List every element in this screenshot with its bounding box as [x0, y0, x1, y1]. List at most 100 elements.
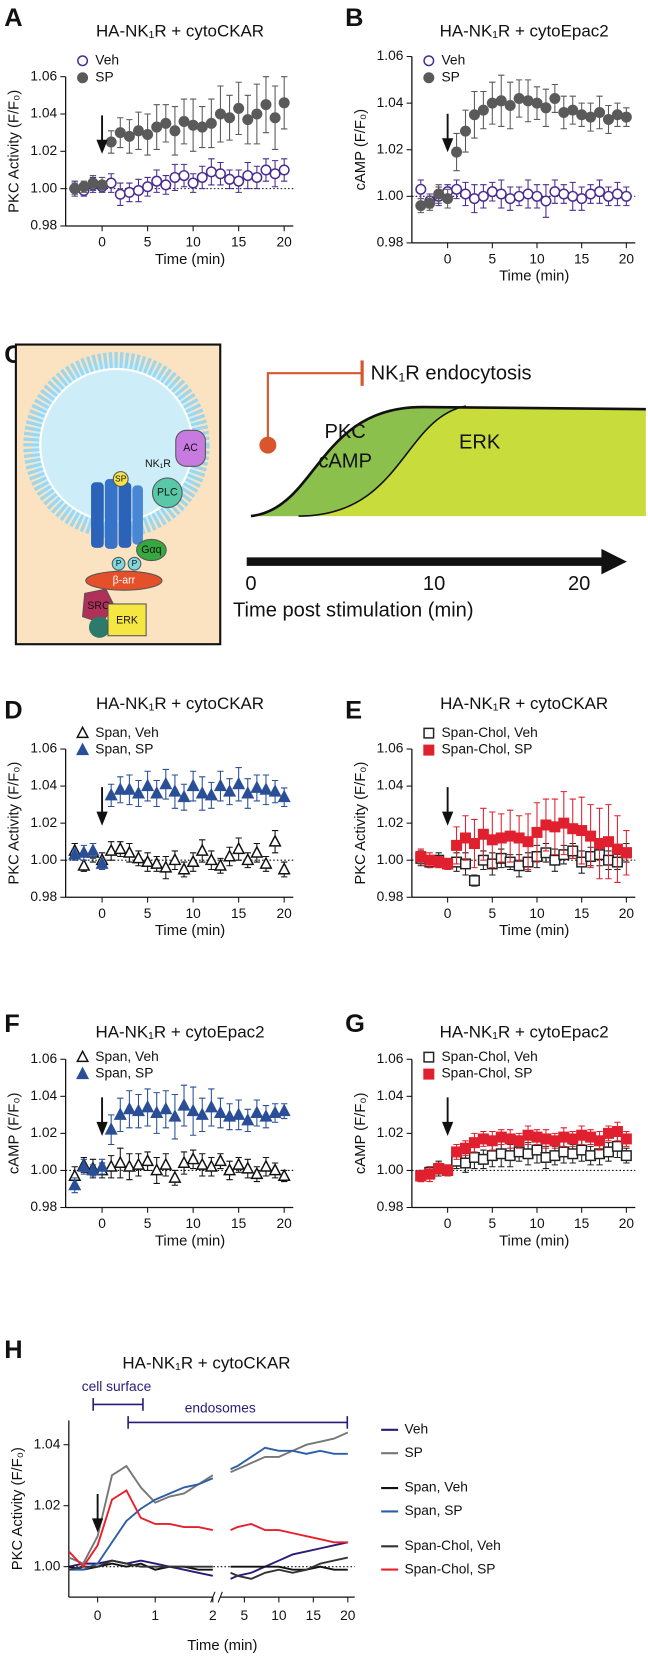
marker [259, 782, 273, 795]
y-axis-label: cAMP (F/F₀) [353, 109, 369, 191]
panel-label: A [4, 4, 22, 32]
marker [433, 856, 445, 868]
marker [611, 1140, 623, 1152]
marker [620, 1133, 632, 1145]
cell-label: P [116, 558, 122, 568]
time-tick: 0 [245, 573, 256, 595]
marker [451, 146, 463, 158]
marker [620, 1150, 632, 1162]
ac [175, 429, 206, 467]
y-axis-label: PKC Activity (F/F₀) [7, 90, 23, 213]
y-axis-label: PKC Activity (F/F₀) [10, 1447, 26, 1570]
marker [549, 854, 561, 866]
stimulus-arrow [441, 787, 454, 826]
legend-label: Span, SP [404, 1503, 462, 1518]
marker [522, 188, 534, 200]
erk [107, 603, 147, 637]
marker [567, 190, 579, 202]
marker [513, 190, 525, 202]
time-label: Time post stimulation (min) [233, 600, 474, 622]
marker [540, 1133, 552, 1145]
marker [522, 1129, 534, 1141]
marker [178, 170, 190, 182]
marker [168, 852, 182, 866]
marker [96, 179, 108, 191]
marker [567, 1148, 579, 1160]
marker [213, 858, 227, 871]
y-tick-label: 1.00 [30, 1162, 57, 1177]
x-axis-label: Time (min) [499, 923, 569, 939]
marker [477, 190, 489, 202]
marker [132, 185, 145, 197]
cell-label: SRC [87, 600, 110, 612]
marker [576, 1144, 588, 1156]
marker [486, 186, 498, 198]
marker [131, 786, 146, 799]
x-tick-label: 2 [209, 1608, 217, 1623]
cell-label: PLC [157, 487, 178, 499]
y-tick-label: 1.04 [30, 106, 57, 121]
marker [504, 1133, 516, 1145]
marker [268, 834, 282, 847]
x-tick-label: 15 [231, 235, 247, 250]
marker [141, 854, 155, 868]
marker [611, 1126, 623, 1138]
legend-label: Span, SP [95, 1066, 153, 1081]
marker [196, 121, 208, 133]
y-tick-label: 0.98 [377, 235, 404, 250]
marker [223, 1109, 237, 1122]
phospho [111, 556, 126, 571]
cell-label: P [132, 558, 138, 568]
marker [459, 125, 472, 137]
x-tick-label: 20 [340, 1608, 356, 1623]
marker [241, 1161, 255, 1174]
marker [451, 183, 463, 195]
marker [214, 168, 226, 180]
marker [451, 1146, 463, 1158]
marker [141, 1153, 155, 1167]
series-line [230, 1541, 349, 1580]
stimulus-arrow [441, 1097, 454, 1136]
marker [160, 179, 172, 191]
marker [242, 114, 254, 126]
marker [242, 170, 254, 182]
marker [213, 1153, 227, 1167]
marker [504, 193, 516, 205]
marker [531, 1131, 543, 1143]
marker [620, 190, 632, 202]
marker [177, 1155, 191, 1169]
bracket [127, 1416, 349, 1429]
y-tick-label: 1.02 [30, 143, 57, 158]
y-axis-label: PKC Activity (F/F₀) [7, 762, 23, 885]
marker [186, 778, 200, 792]
x-tick-label: 5 [144, 906, 152, 921]
x-axis-label: Time (min) [499, 1233, 569, 1249]
marker [433, 188, 445, 200]
cell-label: AC [183, 442, 198, 454]
y-tick-label: 1.00 [377, 188, 404, 203]
marker [594, 186, 606, 198]
series-line [230, 1522, 348, 1544]
series-line [230, 1556, 349, 1580]
marker [495, 832, 507, 844]
marker [260, 99, 272, 111]
marker [585, 188, 597, 200]
y-tick-label: 1.04 [377, 95, 404, 110]
annotation: cell surface [82, 1379, 152, 1394]
x-tick-label: 0 [444, 906, 452, 921]
series-line [68, 1477, 214, 1571]
y-tick-label: 1.06 [377, 48, 404, 63]
marker [232, 841, 246, 855]
panel-label: F [4, 1010, 20, 1038]
marker [415, 183, 427, 195]
marker [232, 1107, 246, 1120]
marker [186, 854, 200, 868]
marker [495, 188, 507, 200]
marker [159, 860, 173, 873]
marker [495, 95, 507, 107]
marker [169, 171, 181, 183]
legend-marker [423, 744, 435, 756]
y-tick-label: 1.04 [30, 778, 57, 793]
marker [233, 175, 245, 187]
y-tick-label: 1.00 [30, 852, 57, 867]
